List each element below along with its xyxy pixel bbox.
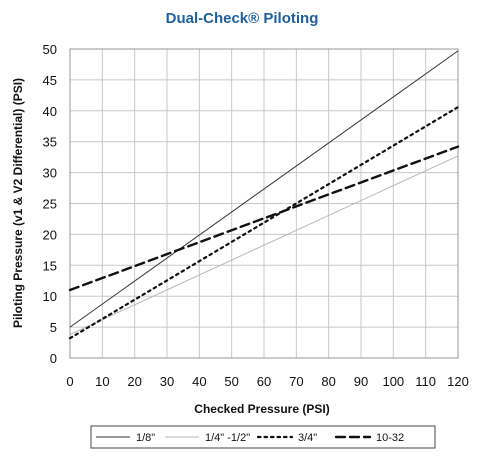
x-tick-label: 30 [160, 374, 174, 389]
legend-label: 3/4" [298, 432, 317, 444]
x-tick-label: 80 [321, 374, 335, 389]
legend-box [90, 425, 436, 449]
series-line-1 [69, 155, 459, 335]
series-lines [68, 50, 460, 340]
x-tick-label: 70 [289, 374, 303, 389]
y-tick-label: 35 [43, 135, 57, 150]
x-tick-label: 50 [224, 374, 238, 389]
x-tick-labels: 0 10 20 30 40 50 60 70 80 90 100 110 120 [66, 374, 468, 389]
x-tick-label: 0 [66, 374, 73, 389]
x-tick-label: 110 [415, 374, 436, 389]
y-tick-labels: 0 5 10 15 20 25 30 35 40 45 50 [43, 42, 57, 366]
legend-label: 1/4" -1/2" [205, 432, 250, 444]
y-axis-label: Piloting Pressure (v1 & V2 Differential)… [11, 78, 25, 328]
grid [69, 48, 459, 359]
y-tick-label: 25 [43, 197, 57, 212]
y-tick-label: 40 [43, 104, 57, 119]
x-tick-label: 120 [447, 374, 469, 389]
series-line-0 [69, 50, 459, 328]
y-tick-label: 0 [50, 351, 57, 366]
y-tick-label: 45 [43, 73, 57, 88]
plot-area [69, 48, 459, 359]
x-tick-label: 90 [354, 374, 368, 389]
y-tick-label: 20 [43, 227, 57, 242]
x-tick-label: 60 [257, 374, 271, 389]
series-line-2 [68, 105, 460, 340]
x-tick-label: 10 [95, 374, 109, 389]
y-tick-label: 50 [43, 42, 57, 57]
legend-label: 1/8" [136, 432, 155, 444]
x-axis-label: Checked Pressure (PSI) [194, 402, 329, 416]
y-tick-label: 15 [43, 258, 57, 273]
x-tick-label: 40 [192, 374, 206, 389]
legend: 1/8" 1/4" -1/2" 3/4" 10-32 [90, 425, 436, 449]
legend-label: 10-32 [376, 432, 404, 444]
series-line-3 [68, 145, 460, 292]
x-tick-label: 100 [382, 374, 404, 389]
y-tick-label: 5 [50, 320, 57, 335]
y-tick-label: 10 [43, 289, 57, 304]
y-tick-label: 30 [43, 166, 57, 181]
chart-title: Dual-Check® Piloting [166, 10, 319, 27]
x-tick-label: 20 [127, 374, 141, 389]
